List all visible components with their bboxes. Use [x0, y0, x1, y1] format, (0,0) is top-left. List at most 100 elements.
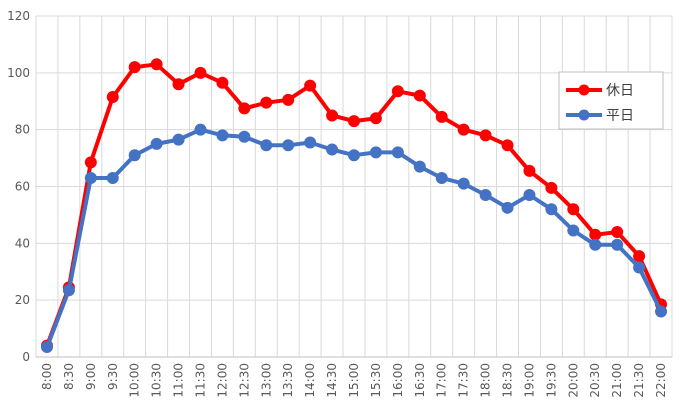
data-point [523, 189, 536, 202]
x-axis: 8:00 8:30 9:00 9:30 10:00 10:30 11:00 11:30 12:0… [36, 356, 672, 398]
data-point [567, 203, 580, 216]
y-tick-label-5: 100 [7, 66, 30, 80]
y-tick-label-6: 120 [7, 9, 30, 23]
data-point [435, 110, 448, 123]
data-point [194, 66, 207, 79]
x-tick-label-7: 11:30 [193, 363, 207, 398]
data-point [238, 102, 251, 115]
data-point [391, 85, 404, 98]
x-tick-label-9: 12:30 [237, 363, 251, 398]
data-point [260, 139, 273, 152]
legend-label-0: 休日 [606, 83, 634, 99]
data-point [216, 129, 229, 142]
series-group [40, 58, 668, 354]
x-tick-label-23: 19:30 [544, 363, 558, 398]
data-point [238, 130, 251, 143]
data-point [523, 164, 536, 177]
x-tick-label-14: 15:00 [347, 363, 361, 398]
data-point [611, 238, 624, 251]
data-point [106, 90, 119, 103]
x-tick-label-18: 17:00 [435, 363, 449, 398]
data-point [348, 115, 360, 128]
x-tick-label-25: 20:30 [588, 363, 602, 398]
data-point [84, 171, 97, 184]
data-point [589, 238, 602, 251]
data-point [304, 79, 317, 92]
data-point [150, 137, 163, 150]
x-tick-label-20: 18:00 [479, 363, 493, 398]
data-point [326, 109, 339, 122]
x-tick-label-17: 16:30 [413, 363, 427, 398]
data-point [391, 146, 404, 159]
y-axis: 0 20 40 60 80 100 120 [7, 9, 30, 364]
data-point [260, 96, 273, 109]
data-point [369, 112, 382, 125]
data-point [348, 149, 360, 162]
x-tick-label-4: 10:00 [128, 363, 142, 398]
x-tick-label-12: 14:00 [303, 363, 317, 398]
data-point [282, 93, 295, 106]
x-tick-label-0: 8:00 [40, 363, 54, 390]
data-point [326, 143, 339, 156]
data-point [172, 133, 185, 146]
data-point [128, 149, 141, 162]
data-point [172, 78, 185, 91]
data-point [633, 261, 646, 274]
data-point [435, 171, 448, 184]
data-point [84, 156, 97, 169]
data-point [216, 76, 229, 89]
data-point [369, 146, 382, 159]
data-point [106, 171, 119, 184]
x-tick-label-2: 9:00 [84, 363, 98, 390]
x-tick-label-8: 12:00 [215, 363, 229, 398]
legend-box [558, 71, 664, 130]
x-tick-label-3: 9:30 [106, 363, 120, 390]
x-tick-label-16: 16:00 [391, 363, 405, 398]
data-point [62, 284, 75, 297]
x-tick-label-15: 15:30 [369, 363, 383, 398]
data-point [501, 139, 514, 152]
x-tick-label-27: 21:30 [632, 363, 646, 398]
y-tick-label-3: 60 [15, 180, 30, 194]
data-point [150, 58, 163, 71]
data-point [457, 177, 470, 190]
data-point [282, 139, 295, 152]
legend-swatch-marker-1 [578, 109, 590, 121]
data-point [194, 123, 207, 136]
data-point [655, 305, 668, 318]
y-tick-label-1: 20 [15, 293, 30, 307]
x-tick-label-11: 13:30 [281, 363, 295, 398]
data-point [633, 250, 646, 263]
x-tick-label-13: 14:30 [325, 363, 339, 398]
data-point [457, 123, 470, 136]
x-tick-label-21: 18:30 [501, 363, 515, 398]
data-point [479, 129, 492, 142]
data-point [304, 136, 317, 149]
y-tick-label-4: 80 [15, 123, 30, 137]
series-line-1 [45, 127, 663, 348]
legend-swatch-marker-0 [578, 84, 590, 96]
x-tick-label-24: 20:00 [566, 363, 580, 398]
data-point [413, 160, 426, 173]
y-tick-label-0: 0 [22, 350, 30, 364]
data-point [589, 228, 602, 241]
data-point [128, 61, 141, 74]
data-point [40, 341, 53, 354]
data-point [479, 189, 492, 202]
y-tick-label-2: 40 [15, 236, 30, 250]
data-point [545, 203, 558, 216]
x-tick-label-22: 19:00 [522, 363, 536, 398]
legend-label-1: 平日 [606, 108, 634, 124]
data-point [545, 181, 558, 194]
x-tick-label-28: 22:00 [654, 363, 668, 398]
data-point [501, 201, 514, 214]
data-point [611, 225, 624, 238]
series-1 [40, 123, 668, 354]
data-point [413, 89, 426, 102]
x-tick-label-10: 13:00 [259, 363, 273, 398]
x-tick-label-5: 10:30 [150, 363, 164, 398]
gridlines [35, 15, 673, 357]
x-tick-label-6: 11:00 [172, 363, 186, 398]
data-point [567, 224, 580, 237]
